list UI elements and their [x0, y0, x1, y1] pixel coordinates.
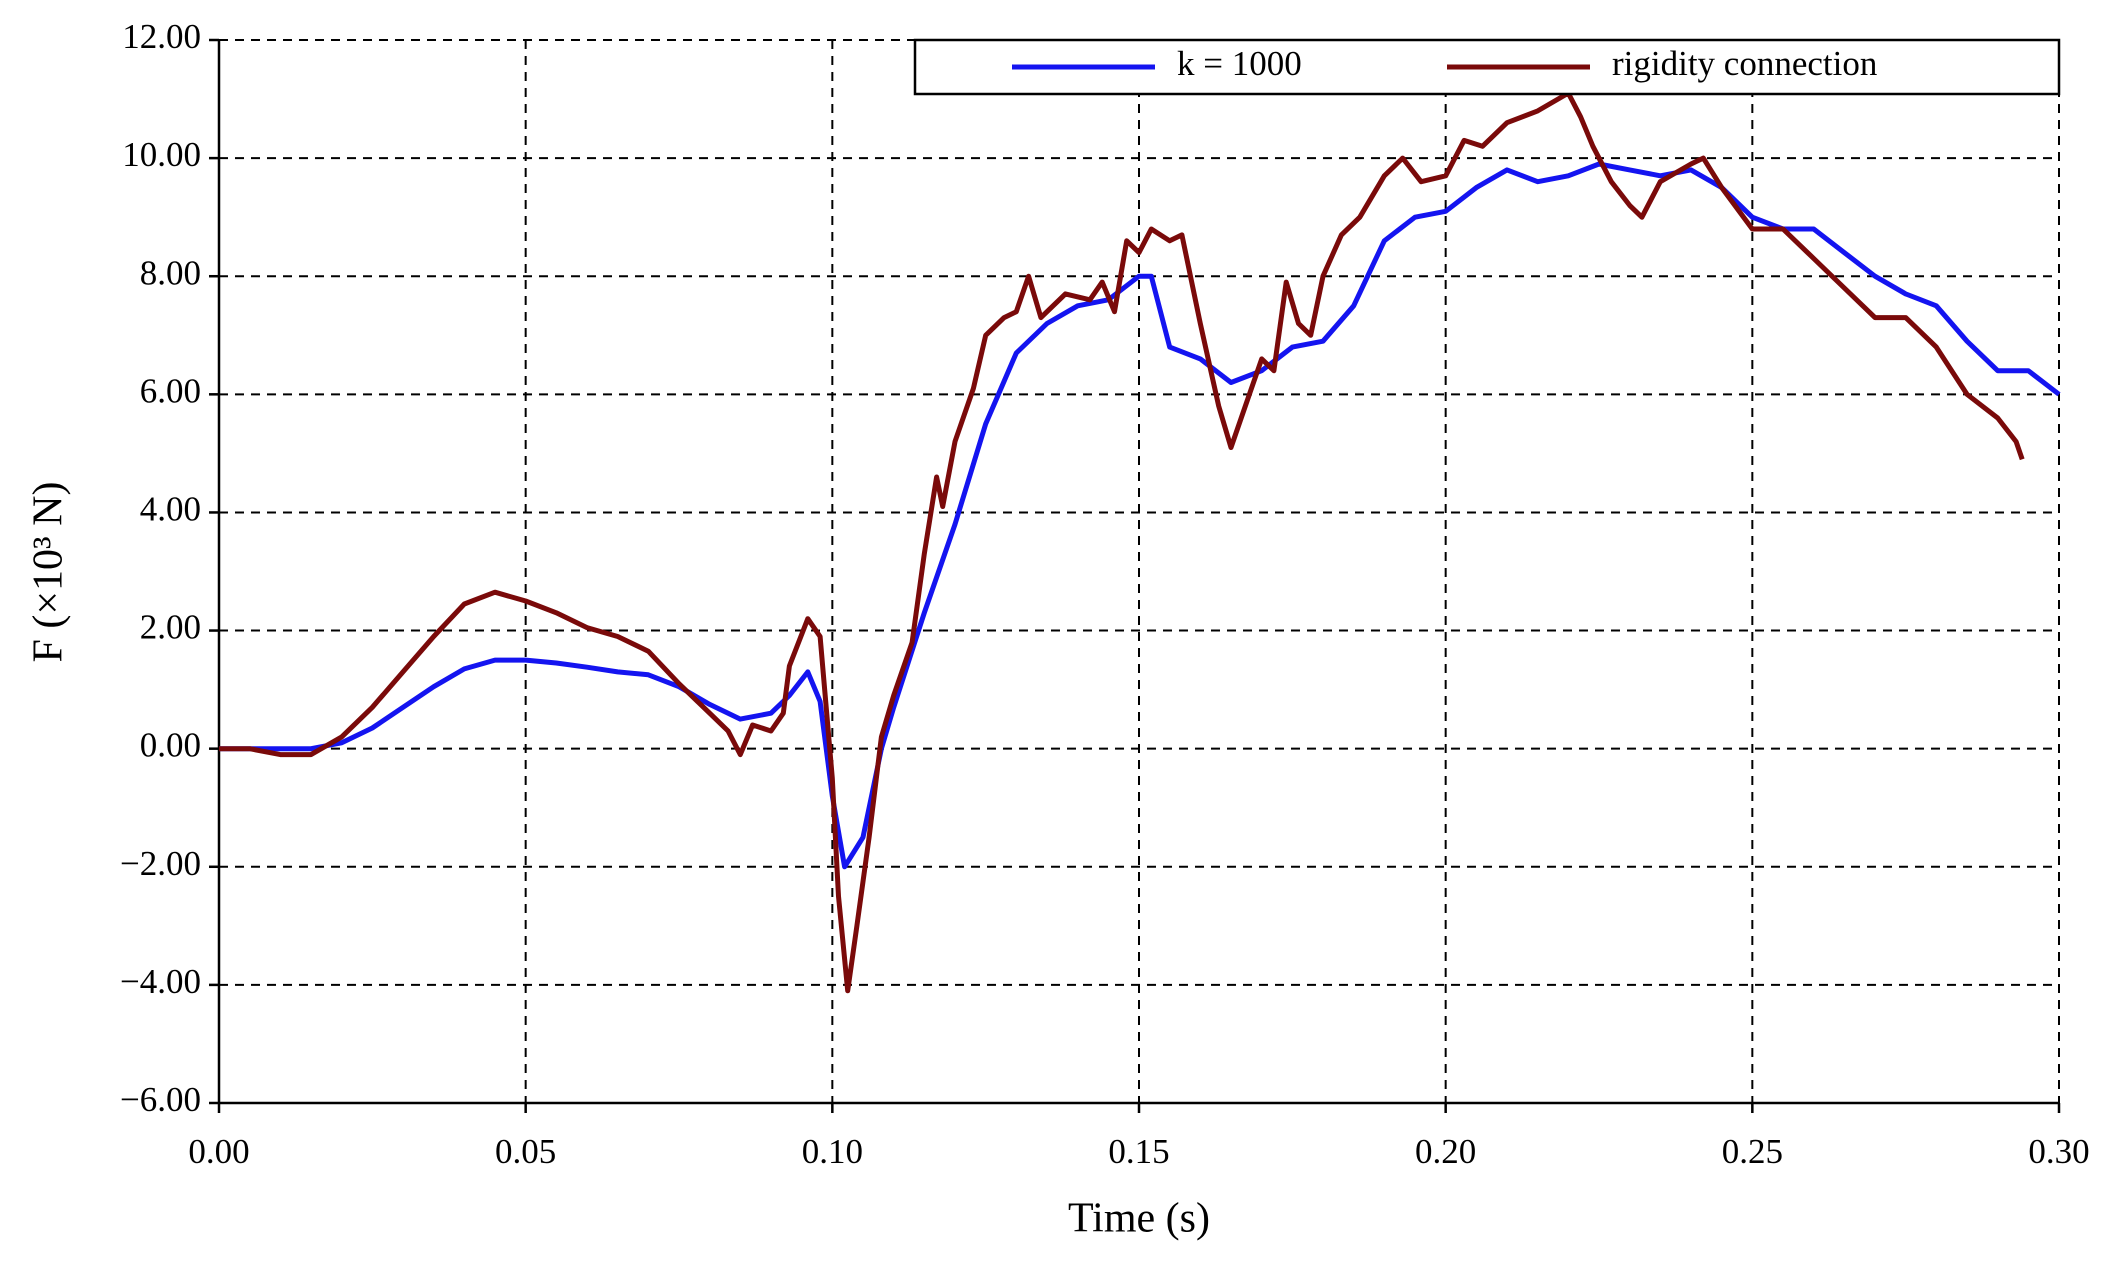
x-tick-label: 0.25	[1722, 1132, 1783, 1171]
legend-label: k = 1000	[1177, 44, 1302, 83]
x-tick-label: 0.30	[2028, 1132, 2089, 1171]
data-line	[219, 90, 2025, 994]
y-tick-label: −4.00	[120, 962, 201, 1001]
x-tick-label: 0.20	[1415, 1132, 1476, 1171]
x-tick-label: 0.15	[1108, 1132, 1169, 1171]
y-axis-title: F (×10³ N)	[26, 482, 72, 663]
x-axis-title: Time (s)	[1068, 1196, 1210, 1242]
y-tick-label: −2.00	[120, 844, 201, 883]
x-tick-label: 0.05	[495, 1132, 556, 1171]
x-tick-label: 0.00	[188, 1132, 249, 1171]
y-tick-label: 0.00	[140, 726, 201, 765]
y-tick-label: 6.00	[140, 371, 201, 410]
y-tick-label: 10.00	[122, 135, 201, 174]
y-tick-label: 8.00	[140, 253, 201, 292]
x-tick-label: 0.10	[802, 1132, 863, 1171]
y-tick-label: 4.00	[140, 489, 201, 528]
y-tick-label: 12.00	[122, 17, 201, 56]
legend-label: rigidity connection	[1612, 44, 1877, 83]
y-tick-label: 2.00	[140, 608, 201, 647]
y-tick-label: −6.00	[120, 1080, 201, 1119]
